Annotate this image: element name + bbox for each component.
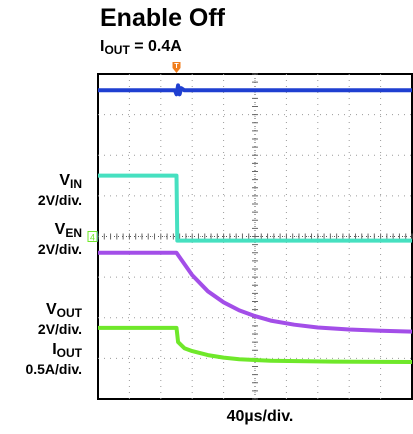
trace-iout: [98, 325, 413, 364]
x-axis-label: 40µs/div.: [226, 408, 294, 425]
channel-4-marker-text: 4: [90, 233, 95, 243]
channel-markers: T1234: [87, 62, 181, 243]
channel-4-marker-box: [87, 231, 98, 242]
trigger-marker-glyph: T: [174, 63, 179, 70]
iout-label: IOUT 0.5A/div.: [25, 341, 82, 378]
trace-ven: [98, 173, 412, 243]
chart-subtitle: IOUT = 0.4A: [100, 38, 182, 57]
vin-label: VIN 2V/div.: [37, 172, 82, 209]
traces: [98, 83, 413, 364]
trigger-marker-icon: [172, 62, 181, 73]
trace-vin: [98, 83, 412, 97]
vout-label: VOUT 2V/div.: [37, 301, 82, 338]
channel-marker-4: 4: [87, 231, 98, 243]
chart-title: Enable Off: [100, 4, 226, 32]
ven-label: VEN 2V/div.: [37, 221, 82, 258]
trace-vout: [98, 250, 413, 334]
